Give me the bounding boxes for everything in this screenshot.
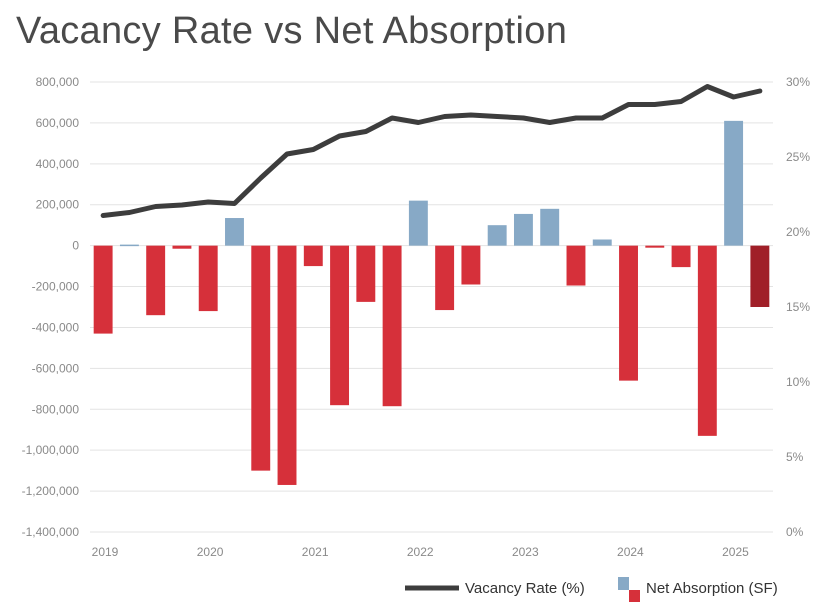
bar bbox=[251, 245, 271, 471]
x-tick-label: 2021 bbox=[302, 545, 329, 559]
legend: Vacancy Rate (%) Net Absorption (SF) bbox=[405, 577, 778, 602]
bar bbox=[172, 245, 192, 249]
left-tick-label: -1,200,000 bbox=[22, 484, 80, 498]
bar bbox=[697, 245, 717, 436]
chart-title: Vacancy Rate vs Net Absorption bbox=[16, 10, 568, 52]
right-axis: 30% 25% 20% 15% 10% 5% 0% bbox=[786, 75, 810, 539]
bar bbox=[513, 213, 533, 246]
left-tick-label: 200,000 bbox=[36, 198, 80, 212]
legend-bar-swatch-negative bbox=[629, 590, 640, 602]
bar bbox=[619, 245, 638, 381]
bar bbox=[750, 245, 770, 307]
bar bbox=[277, 245, 297, 485]
left-tick-label: -1,000,000 bbox=[22, 443, 80, 457]
x-tick-label: 2019 bbox=[92, 545, 119, 559]
bar bbox=[303, 245, 323, 267]
right-tick-label: 25% bbox=[786, 150, 810, 164]
right-tick-label: 10% bbox=[786, 375, 810, 389]
x-tick-label: 2024 bbox=[617, 545, 644, 559]
bar bbox=[330, 245, 350, 406]
left-tick-label: -800,000 bbox=[32, 402, 80, 416]
right-tick-label: 5% bbox=[786, 450, 804, 464]
bar bbox=[540, 208, 560, 246]
right-tick-label: 30% bbox=[786, 75, 810, 89]
left-tick-label: -1,400,000 bbox=[22, 525, 80, 539]
x-axis: 2019 2020 2021 2022 2023 2024 2025 bbox=[92, 545, 749, 559]
left-axis: 800,000 600,000 400,000 200,000 0 -200,000 -40… bbox=[22, 75, 80, 539]
bar bbox=[487, 225, 507, 246]
left-tick-label: 400,000 bbox=[36, 157, 80, 171]
bar bbox=[382, 245, 402, 407]
bar bbox=[461, 245, 481, 285]
x-tick-label: 2020 bbox=[197, 545, 224, 559]
gridlines bbox=[90, 81, 773, 533]
left-tick-label: 800,000 bbox=[36, 75, 80, 89]
x-tick-label: 2023 bbox=[512, 545, 539, 559]
right-tick-label: 0% bbox=[786, 525, 804, 539]
bar bbox=[356, 245, 376, 302]
bar bbox=[146, 245, 166, 316]
left-tick-label: 600,000 bbox=[36, 116, 80, 130]
bar bbox=[566, 245, 586, 286]
left-tick-label: -200,000 bbox=[32, 280, 80, 294]
x-tick-label: 2022 bbox=[407, 545, 434, 559]
legend-bar-swatch-positive bbox=[618, 577, 629, 590]
bar bbox=[592, 239, 612, 246]
bar bbox=[119, 244, 139, 247]
bar bbox=[435, 245, 455, 311]
left-tick-label: -400,000 bbox=[32, 320, 80, 334]
legend-line-label: Vacancy Rate (%) bbox=[465, 580, 585, 597]
bar-series bbox=[93, 120, 770, 485]
bar bbox=[724, 120, 744, 246]
legend-bar-label: Net Absorption (SF) bbox=[646, 580, 778, 597]
right-tick-label: 20% bbox=[786, 225, 810, 239]
x-tick-label: 2025 bbox=[722, 545, 749, 559]
bar bbox=[408, 200, 428, 246]
bar bbox=[93, 245, 113, 334]
bar bbox=[198, 245, 218, 312]
bar bbox=[671, 245, 691, 268]
left-tick-label: 0 bbox=[72, 239, 79, 253]
bar bbox=[225, 218, 244, 246]
right-tick-label: 15% bbox=[786, 300, 810, 314]
bar bbox=[645, 245, 665, 248]
left-tick-label: -600,000 bbox=[32, 361, 80, 375]
line-series bbox=[100, 84, 763, 218]
vacancy-rate-line bbox=[100, 84, 763, 218]
